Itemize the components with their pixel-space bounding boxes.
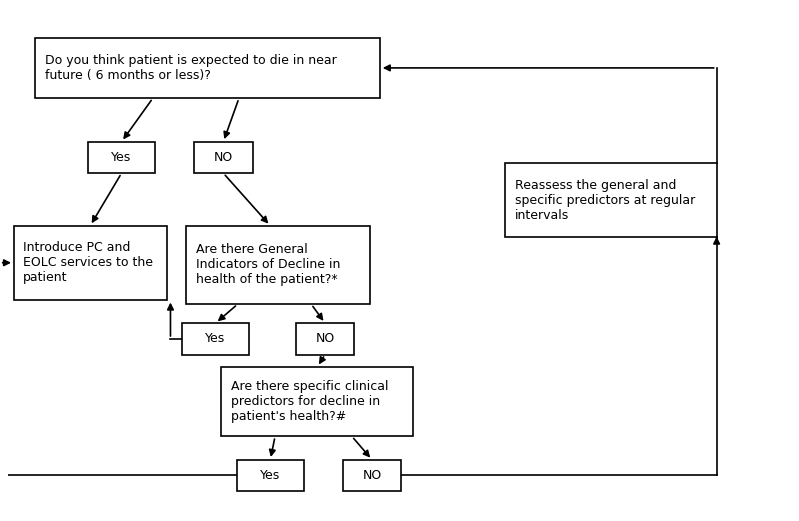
Text: Yes: Yes	[111, 151, 132, 164]
FancyBboxPatch shape	[182, 323, 248, 355]
FancyBboxPatch shape	[194, 142, 252, 173]
Text: Reassess the general and
specific predictors at regular
intervals: Reassess the general and specific predic…	[515, 179, 695, 221]
Text: Yes: Yes	[205, 332, 225, 345]
Text: Are there specific clinical
predictors for decline in
patient's health?#: Are there specific clinical predictors f…	[231, 380, 388, 423]
Text: NO: NO	[213, 151, 233, 164]
FancyBboxPatch shape	[237, 460, 304, 491]
FancyBboxPatch shape	[343, 460, 401, 491]
FancyBboxPatch shape	[35, 38, 380, 98]
Text: Introduce PC and
EOLC services to the
patient: Introduce PC and EOLC services to the pa…	[23, 241, 153, 284]
FancyBboxPatch shape	[14, 226, 166, 300]
Text: Yes: Yes	[260, 469, 280, 482]
Text: NO: NO	[363, 469, 382, 482]
Text: NO: NO	[316, 332, 335, 345]
FancyBboxPatch shape	[505, 163, 717, 237]
FancyBboxPatch shape	[296, 323, 355, 355]
FancyBboxPatch shape	[221, 367, 413, 436]
FancyBboxPatch shape	[88, 142, 155, 173]
Text: Do you think patient is expected to die in near
future ( 6 months or less)?: Do you think patient is expected to die …	[45, 54, 336, 82]
Text: Are there General
Indicators of Decline in
health of the patient?*: Are there General Indicators of Decline …	[196, 243, 340, 287]
FancyBboxPatch shape	[186, 226, 370, 304]
